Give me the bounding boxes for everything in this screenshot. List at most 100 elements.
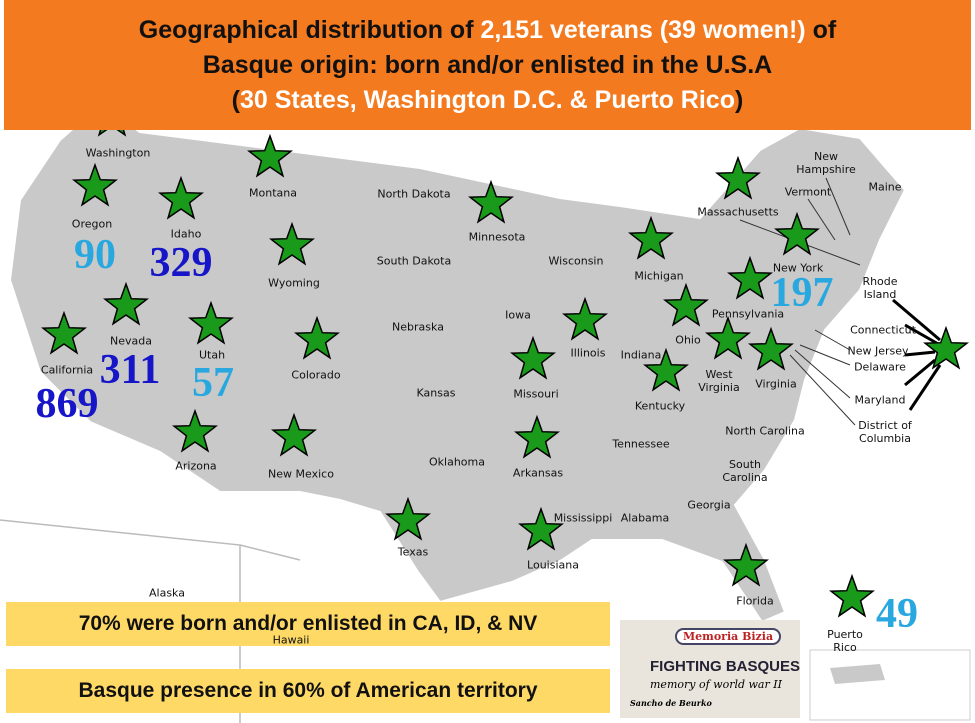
star: [172, 408, 218, 453]
state-label: South Carolina: [722, 458, 768, 484]
state-label: Indiana: [620, 348, 662, 362]
star: [643, 347, 689, 392]
state-label: Florida: [736, 594, 774, 608]
logo-subtitle: memory of world war II: [650, 678, 782, 691]
state-label: Minnesota: [468, 230, 526, 244]
veteran-count: 90: [74, 232, 116, 278]
veteran-count: 329: [149, 240, 213, 286]
state-label: Louisiana: [527, 558, 579, 572]
title-part: (: [231, 85, 240, 114]
veteran-count: 49: [876, 591, 918, 637]
state-label: Maryland: [854, 393, 906, 407]
star: [41, 310, 87, 355]
star: [158, 175, 204, 220]
star: [271, 412, 317, 457]
state-label: South Dakota: [376, 254, 452, 268]
state-label: West Virginia: [698, 368, 740, 394]
veteran-count: 197: [770, 270, 834, 316]
state-label: Ohio: [675, 333, 701, 347]
state-label: Montana: [249, 186, 297, 200]
state-label: Pennsylvania: [711, 307, 785, 321]
state-label: Connecticut: [850, 323, 916, 337]
title-part: 2,151 veterans (39 women!): [480, 15, 806, 44]
star: [103, 281, 149, 326]
star: [923, 325, 969, 370]
state-label: Alabama: [620, 511, 670, 525]
star: [510, 335, 556, 380]
star: [294, 315, 340, 360]
state-label: Idaho: [170, 227, 202, 241]
state-label: Massachusetts: [697, 205, 779, 219]
veteran-count: 869: [35, 381, 99, 427]
state-label: Delaware: [854, 360, 906, 374]
state-label: New Mexico: [268, 467, 334, 481]
title-part: ): [734, 85, 744, 114]
title-part: Basque origin: born and/or enlisted in t…: [202, 50, 773, 79]
state-label: Missouri: [513, 387, 559, 401]
star: [715, 155, 761, 200]
state-label: Wyoming: [268, 276, 320, 290]
state-label: Alaska: [149, 586, 185, 600]
state-label: New Hampshire: [796, 150, 856, 176]
state-label: Arizona: [175, 459, 217, 473]
state-label: Kansas: [416, 386, 456, 400]
note: 70% were born and/or enlisted in CA, ID,…: [6, 602, 610, 646]
state-label: Arkansas: [512, 466, 564, 480]
state-label: Mississippi: [553, 511, 613, 525]
star: [628, 215, 674, 260]
star: [705, 315, 751, 360]
state-label: Colorado: [291, 368, 341, 382]
star: [247, 133, 293, 178]
title-part: 30 States, Washington D.C. & Puerto Rico: [240, 85, 735, 114]
state-label: Oklahoma: [429, 455, 485, 469]
star: [562, 296, 608, 341]
logo-name: Memoria Bizia: [675, 628, 782, 645]
state-label: California: [40, 363, 94, 377]
state-label: Vermont: [784, 185, 832, 199]
veteran-count: 311: [99, 347, 161, 393]
state-label: Nevada: [110, 334, 152, 348]
state-label: District of Columbia: [858, 419, 912, 445]
state-label: Texas: [397, 545, 429, 559]
logo: Memoria Bizia FIGHTING BASQUES memory of…: [620, 620, 800, 718]
state-label: New York: [772, 261, 824, 275]
state-label: Hawaii: [272, 633, 310, 647]
star: [774, 211, 820, 256]
star: [468, 179, 514, 224]
veteran-count: 57: [192, 360, 234, 406]
star: [72, 162, 118, 207]
star: [188, 300, 234, 345]
state-label: Rhode Island: [862, 275, 898, 301]
star: [727, 255, 773, 300]
title-part: Geographical distribution of: [138, 15, 481, 44]
state-label: Virginia: [755, 377, 797, 391]
state-label: Utah: [198, 348, 226, 362]
star: [514, 414, 560, 459]
star: [518, 506, 564, 551]
state-label: Kentucky: [634, 399, 686, 413]
state-label: Oregon: [71, 217, 113, 231]
title: Geographical distribution of 2,151 veter…: [4, 0, 971, 130]
state-label: New Jersey: [847, 344, 909, 358]
state-label: North Carolina: [725, 424, 805, 438]
logo-author: Sancho de Beurko: [630, 698, 712, 708]
star: [269, 221, 315, 266]
state-label: Iowa: [505, 308, 531, 322]
state-label: Michigan: [634, 269, 684, 283]
logo-title: FIGHTING BASQUES: [650, 658, 801, 675]
state-label: Georgia: [687, 498, 731, 512]
star: [385, 496, 431, 541]
state-label: Nebraska: [392, 320, 444, 334]
state-label: Puerto Rico: [827, 628, 863, 654]
star: [748, 326, 794, 371]
state-label: Washington: [85, 146, 151, 160]
state-label: North Dakota: [377, 187, 451, 201]
title-part: of: [805, 15, 837, 44]
state-label: Maine: [868, 180, 902, 194]
star: [663, 282, 709, 327]
state-label: Tennessee: [612, 437, 670, 451]
star: [723, 542, 769, 587]
note: Basque presence in 60% of American terri…: [6, 669, 610, 713]
state-label: Illinois: [570, 346, 606, 360]
